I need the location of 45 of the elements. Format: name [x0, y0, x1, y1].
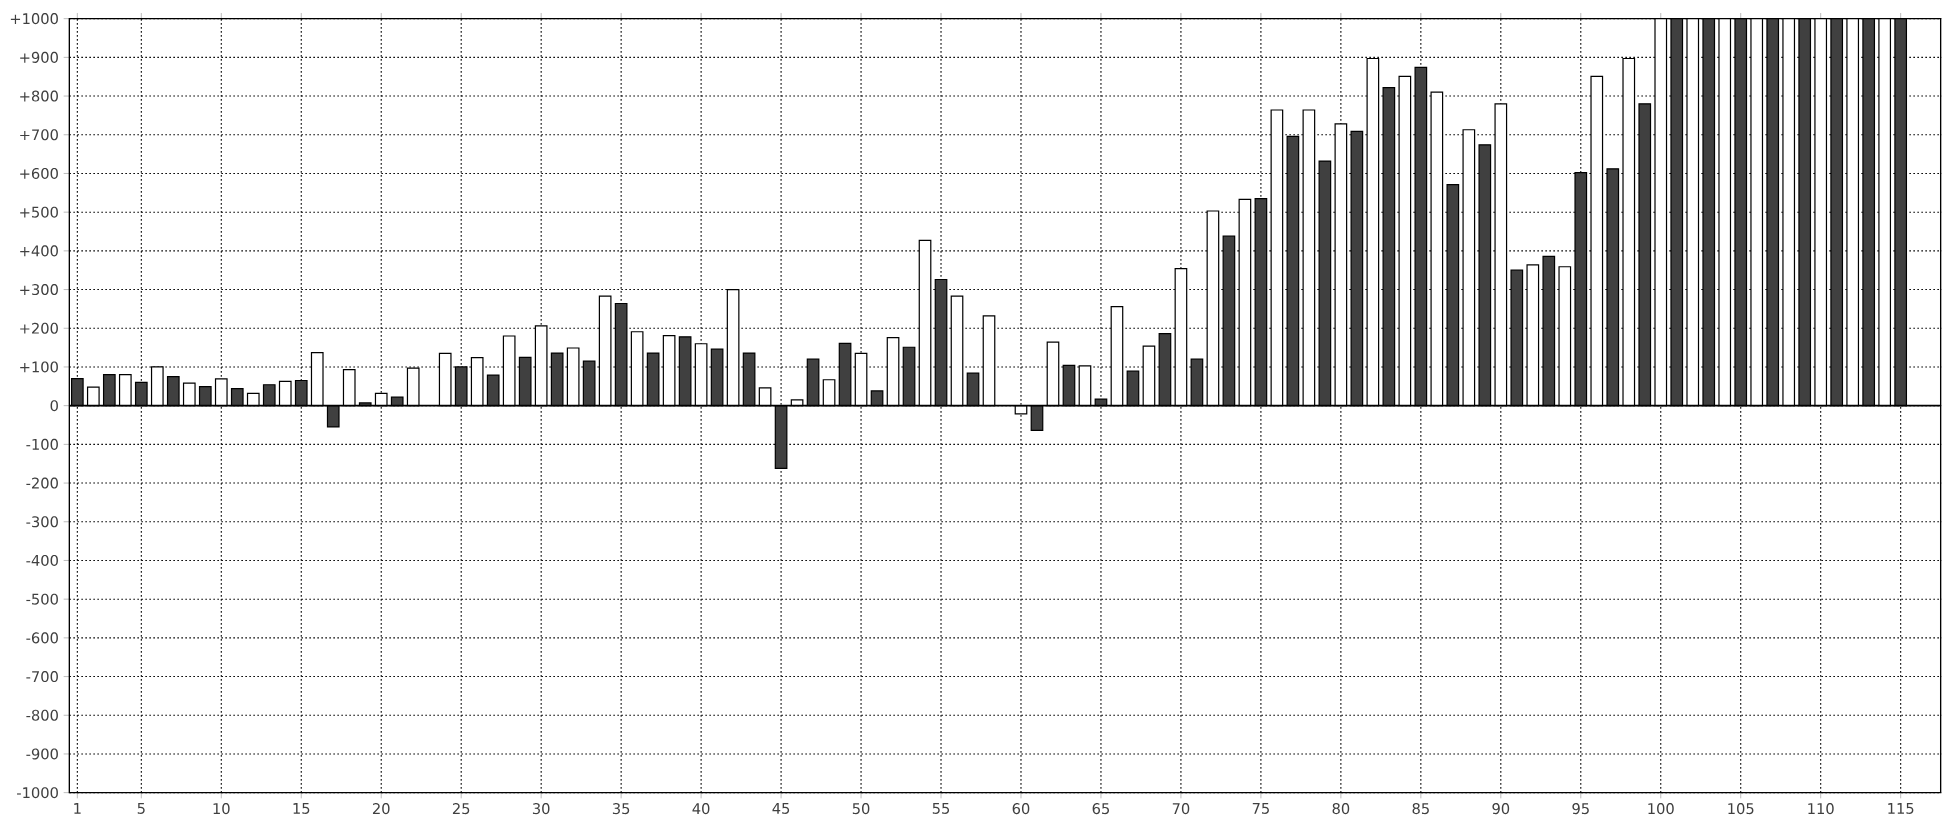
x-tick-label: 105	[1728, 803, 1754, 815]
y-tick-label: +1000	[10, 13, 58, 25]
y-tick-label: +400	[20, 245, 58, 257]
x-tick-label: 5	[137, 803, 145, 814]
y-tick-label: +100	[20, 361, 58, 373]
x-tick-label: 75	[1252, 803, 1269, 814]
y-tick-label: +800	[20, 90, 58, 102]
y-tick-label: +600	[20, 167, 58, 180]
y-tick-label: -400	[26, 554, 58, 567]
y-tick-label: +300	[20, 284, 58, 296]
x-tick-label: 95	[1572, 803, 1589, 815]
x-tick-label: 45	[772, 803, 790, 814]
x-tick-label: 115	[1888, 803, 1914, 814]
x-tick-label: 85	[1412, 803, 1429, 815]
x-tick-label: 100	[1648, 803, 1674, 815]
x-tick-label: 80	[1332, 803, 1350, 815]
x-tick-label: 60	[1012, 803, 1030, 815]
x-tick-label: 40	[692, 803, 710, 815]
x-tick-label: 25	[452, 803, 470, 815]
y-tick-label: -500	[26, 593, 58, 605]
y-tick-label: -800	[26, 709, 58, 721]
x-tick-label: 1	[74, 803, 81, 814]
y-tick-label: -300	[26, 516, 58, 528]
x-tick-label: 10	[213, 803, 230, 815]
x-tick-label: 35	[612, 803, 630, 815]
y-tick-label: +700	[20, 129, 58, 141]
x-tick-label: 55	[932, 803, 950, 814]
y-tick-label: +500	[20, 206, 58, 218]
y-tick-label: -600	[26, 632, 58, 644]
y-tick-label: +200	[20, 322, 58, 334]
x-tick-label: 30	[532, 803, 550, 815]
x-tick-label: 20	[372, 803, 390, 815]
y-tick-label: 0	[50, 400, 58, 412]
y-tick-label: -200	[26, 477, 58, 489]
y-tick-label: -900	[26, 748, 58, 760]
x-tick-label: 65	[1092, 803, 1110, 815]
x-tick-label: 110	[1808, 803, 1834, 815]
x-tick-label: 50	[852, 803, 870, 815]
y-tick-label: -100	[26, 438, 58, 450]
x-tick-label: 70	[1172, 803, 1190, 815]
x-tick-label: 90	[1492, 803, 1510, 815]
y-tick-label: -1000	[17, 787, 58, 799]
x-tick-label: 15	[293, 803, 310, 814]
y-tick-label: -700	[26, 671, 58, 683]
y-tick-label: +900	[20, 51, 58, 63]
